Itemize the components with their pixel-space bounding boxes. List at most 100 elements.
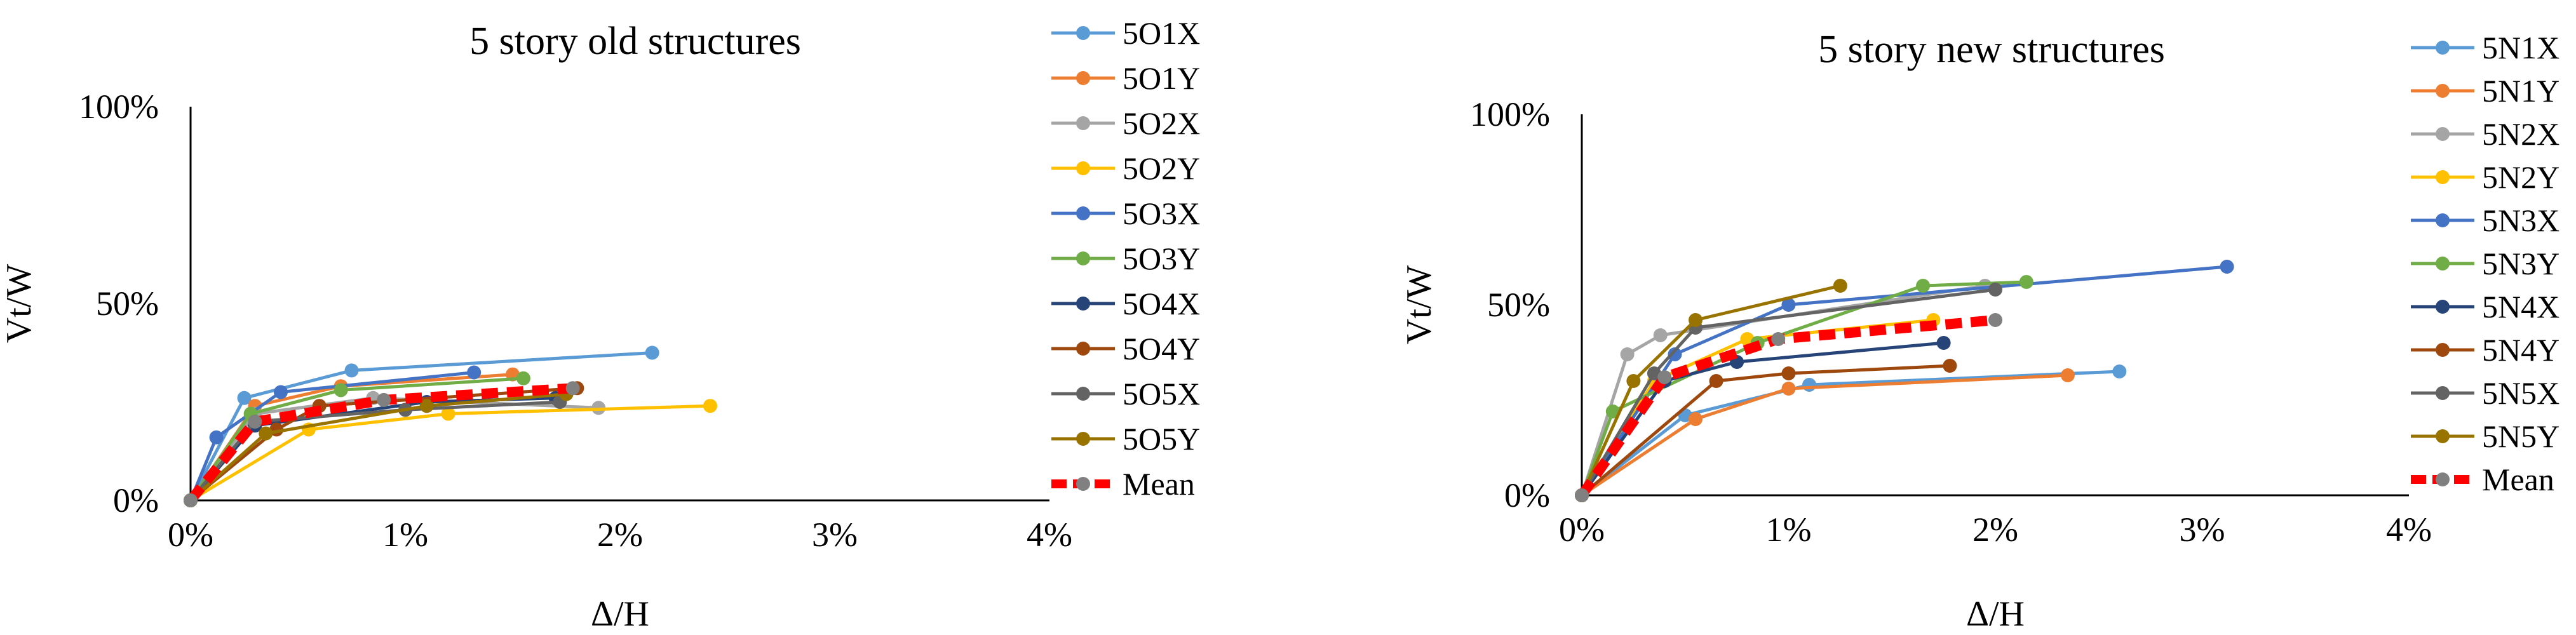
legend-marker [1076,432,1090,446]
x-tick-label: 1% [1766,511,1812,549]
chart-new-structures: 5 story new structures 0% 1% 2% 3% 4% 0% 50% 100… [1399,28,2559,634]
legend-entry: Mean [2411,462,2554,497]
legend-marker [2436,170,2450,184]
legend-entry: 5O2Y [1051,150,1200,186]
data-point [1781,366,1796,380]
chart-title: 5 story new structures [1818,28,2165,71]
data-point [1802,378,1817,392]
data-point [1988,283,2002,297]
y-axis-label: Vt/W [1399,265,1439,345]
legend-entry: 5N4Y [2411,332,2559,368]
data-point [2060,368,2075,382]
data-point [1620,347,1635,361]
legend-entry: 5O1Y [1051,60,1200,96]
data-point [2019,275,2033,289]
y-tick-label: 0% [1504,476,1550,514]
x-tick-label: 3% [2180,511,2225,549]
legend-marker [1076,26,1090,40]
y-tick-label: 50% [96,284,159,323]
legend-marker [1076,71,1090,85]
data-point [1709,374,1723,388]
legend-label: 5O5X [1123,376,1200,411]
x-axis-label: Δ/H [591,594,649,634]
data-point [2220,260,2234,274]
x-tick-label: 4% [2386,511,2432,549]
data-point [1916,279,1931,293]
legend-entry: 5O4Y [1051,331,1200,366]
series-mean [1575,313,2002,502]
x-tick-label: 3% [812,516,858,554]
legend-label: Mean [2482,462,2554,497]
y-axis-label: Vt/W [0,264,39,344]
data-point [1626,374,1641,388]
legend-marker [2436,386,2450,400]
data-point [273,385,288,399]
x-tick-label: 2% [597,516,643,554]
data-point [1668,347,1682,361]
y-tick-label: 0% [113,481,159,519]
data-point [1781,382,1796,396]
legend-marker [2436,127,2450,141]
legend-label: 5O3X [1123,196,1200,231]
data-point [419,399,434,413]
y-tick-label: 50% [1487,286,1550,324]
data-point [1943,359,1957,373]
data-point [2112,364,2127,378]
series-line [1580,284,1841,497]
legend-label: 5O5Y [1123,421,1200,457]
x-tick-label: 4% [1027,516,1072,554]
legend-entry: 5O2X [1051,105,1200,141]
x-tick-label: 0% [1559,511,1605,549]
legend-marker [2436,343,2450,357]
legend-label: 5O4X [1123,286,1200,321]
legend-entry: 5N2X [2411,116,2559,152]
chart-title: 5 story old structures [469,20,801,63]
legend-entry: 5N3Y [2411,246,2559,281]
data-point [1653,328,1668,342]
legend-label: 5O1Y [1123,60,1200,96]
legend-label: Mean [1123,466,1195,502]
legend-entry: 5O3Y [1051,241,1200,276]
data-point [1657,370,1672,384]
legend-entry: Mean [1051,466,1195,502]
legend-marker [2436,472,2450,486]
series-line [186,383,574,504]
data-point [441,406,455,421]
y-tick-label: 100% [79,88,159,126]
data-point [467,365,482,380]
legend-entry: 5O4X [1051,286,1200,321]
series-line [1577,315,1996,498]
data-point [334,383,348,398]
legend-label: 5O3Y [1123,241,1200,276]
data-point [209,430,224,444]
series-mean [184,381,580,507]
series-line [1581,373,2068,497]
legend-label: 5N2Y [2482,159,2559,195]
data-point [1605,404,1620,418]
legend-marker [2436,429,2450,443]
data-point [377,392,391,407]
legend-label: 5O4Y [1123,331,1200,366]
y-tick-label: 100% [1470,95,1550,133]
series-line [1580,341,1944,497]
legend-label: 5N1X [2482,30,2559,65]
legend-label: 5N3Y [2482,246,2559,281]
legend-entry: 5O1X [1051,15,1200,51]
legend-label: 5N4Y [2482,332,2559,368]
legend-entry: 5N5X [2411,375,2559,411]
legend-marker [1076,251,1090,265]
legend-label: 5O2X [1123,105,1200,141]
legend-label: 5N5Y [2482,418,2559,454]
x-tick-label: 2% [1972,511,2018,549]
legend-marker [2436,41,2450,55]
legend-label: 5N2X [2482,116,2559,152]
legend-marker [1076,342,1090,356]
series-line [189,351,652,502]
series-line [189,392,567,502]
legend-marker [1076,206,1090,220]
data-point [184,493,198,507]
data-point [565,381,580,396]
series-line [1581,364,1950,497]
legend-marker [2436,213,2450,227]
